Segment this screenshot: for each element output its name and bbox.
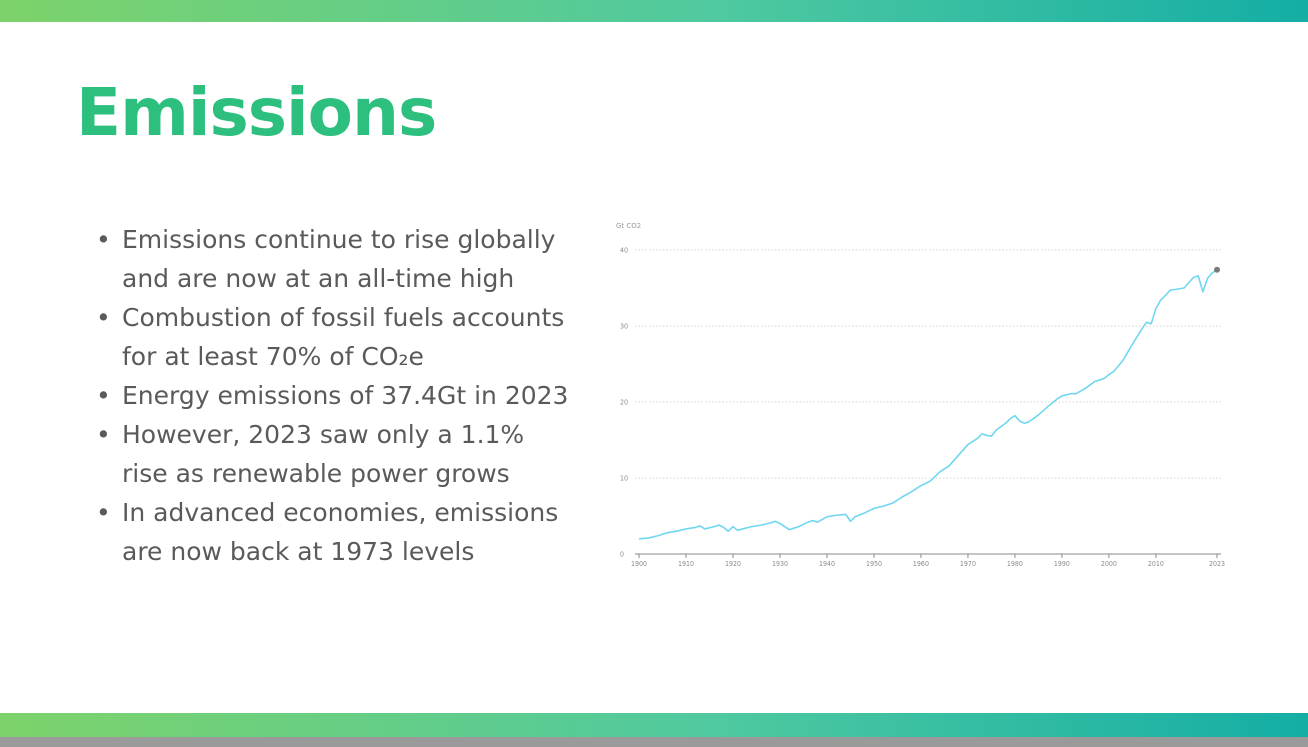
emissions-series-line bbox=[638, 269, 1218, 540]
top-accent-bar bbox=[0, 0, 1308, 22]
bullet-item: However, 2023 saw only a 1.1% rise as re… bbox=[96, 415, 576, 493]
bullet-item: Combustion of fossil fuels accounts for … bbox=[96, 298, 576, 376]
series-end-point bbox=[1214, 266, 1220, 273]
x-tick-label: 1960 bbox=[913, 560, 929, 568]
y-tick-label: 20 bbox=[620, 399, 628, 407]
x-tick-label: 2000 bbox=[1101, 560, 1117, 568]
x-tick-label: 1950 bbox=[866, 560, 882, 568]
bottom-accent-bar bbox=[0, 713, 1308, 737]
x-tick-label: 1910 bbox=[678, 560, 694, 568]
x-tick-label: 1930 bbox=[772, 560, 788, 568]
x-tick-label: 1940 bbox=[819, 560, 835, 568]
x-tick-label: 2023 bbox=[1209, 560, 1225, 568]
y-tick-label: 10 bbox=[620, 475, 628, 483]
bullet-item: In advanced economies, emissions are now… bbox=[96, 493, 576, 571]
x-tick-label: 1970 bbox=[960, 560, 976, 568]
bottom-strip bbox=[0, 737, 1308, 747]
y-tick-label: 30 bbox=[620, 323, 628, 331]
y-tick-label: 0 bbox=[620, 551, 624, 559]
bullet-item: Energy emissions of 37.4Gt in 2023 bbox=[96, 376, 576, 415]
x-tick-label: 1980 bbox=[1007, 560, 1023, 568]
emissions-chart: Gt CO2 0 10 20 30 40 1900 1910 1920 1930 1940 1950 1… bbox=[600, 212, 1240, 577]
x-tick-label: 1920 bbox=[725, 560, 741, 568]
y-tick-label: 40 bbox=[620, 247, 628, 255]
bullet-item: Emissions continue to rise globally and … bbox=[96, 220, 576, 298]
chart-grid bbox=[635, 249, 1221, 479]
slide-title: Emissions bbox=[76, 74, 437, 151]
y-axis-unit-label: Gt CO2 bbox=[616, 222, 641, 230]
emissions-chart-svg: Gt CO2 0 10 20 30 40 1900 1910 1920 1930 1940 1950 1… bbox=[616, 222, 1225, 568]
x-tick-label: 1900 bbox=[631, 560, 647, 568]
x-tick-label: 2010 bbox=[1148, 560, 1164, 568]
chart-series bbox=[638, 266, 1220, 540]
x-tick-label: 1990 bbox=[1054, 560, 1070, 568]
chart-axes: Gt CO2 0 10 20 30 40 1900 1910 1920 1930 1940 1950 1… bbox=[616, 222, 1225, 568]
bullet-list: Emissions continue to rise globally and … bbox=[96, 220, 576, 571]
